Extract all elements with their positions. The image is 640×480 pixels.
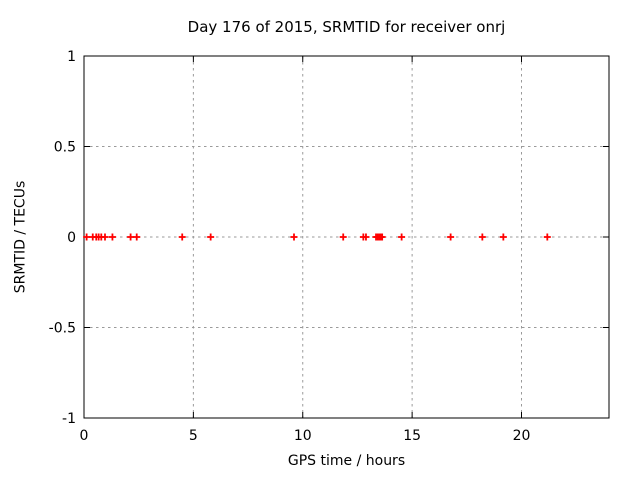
x-tick-label: 10: [294, 428, 312, 444]
y-tick-label: 0.5: [54, 140, 76, 156]
x-tick-label: 0: [80, 428, 89, 444]
y-tick-label: -0.5: [49, 321, 76, 337]
x-tick-label: 5: [189, 428, 198, 444]
x-axis-label: GPS time / hours: [287, 453, 406, 469]
y-tick-label: -1: [62, 411, 76, 427]
chart-title: Day 176 of 2015, SRMTID for receiver onr…: [187, 18, 506, 36]
x-tick-label: 20: [513, 428, 531, 444]
x-tick-label: 15: [403, 428, 421, 444]
y-tick-label: 1: [67, 49, 76, 65]
y-tick-label: 0: [67, 230, 76, 246]
